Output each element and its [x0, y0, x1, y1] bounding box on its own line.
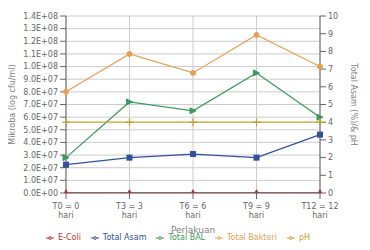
svg-text:1.3E+08: 1.3E+08: [23, 24, 58, 33]
svg-text:8: 8: [328, 47, 333, 56]
svg-text:9.0E+07: 9.0E+07: [23, 75, 58, 84]
svg-text:3: 3: [328, 136, 333, 145]
svg-text:1.0E+08: 1.0E+08: [23, 62, 58, 71]
svg-text:6.0E+07: 6.0E+07: [23, 113, 58, 122]
svg-text:1.4E+08: 1.4E+08: [23, 12, 58, 21]
svg-text:4.0E+07: 4.0E+07: [23, 138, 58, 147]
svg-text:5: 5: [328, 100, 333, 109]
svg-text:1.2E+08: 1.2E+08: [23, 37, 58, 46]
svg-text:2: 2: [328, 153, 333, 162]
svg-text:2.0E+07: 2.0E+07: [23, 164, 58, 173]
svg-text:Perlakuan: Perlakuan: [171, 225, 215, 235]
svg-text:1.1E+08: 1.1E+08: [23, 50, 58, 59]
html-text:Total Bakteri: Total Bakteri: [227, 233, 277, 242]
svg-text:6: 6: [328, 83, 333, 92]
svg-text:10: 10: [328, 12, 338, 21]
svg-text:9: 9: [328, 30, 333, 39]
html-text:Total BAL: Total BAL: [168, 233, 206, 242]
svg-text:T12 = 12hari: T12 = 12hari: [300, 202, 338, 220]
svg-text:Mikroba (log cfu/ml): Mikroba (log cfu/ml): [8, 64, 17, 144]
svg-text:T9 = 9hari: T9 = 9hari: [242, 202, 270, 220]
svg-text:1.0E+07: 1.0E+07: [23, 176, 58, 185]
svg-text:7: 7: [328, 65, 333, 74]
svg-text:8.0E+07: 8.0E+07: [23, 88, 58, 97]
svg-text:Total Asam (%)/& pH: Total Asam (%)/& pH: [349, 62, 358, 146]
html-text:Total Asam: Total Asam: [102, 233, 147, 242]
svg-text:3.0E+07: 3.0E+07: [23, 151, 58, 160]
svg-text:T3 = 3hari: T3 = 3hari: [115, 202, 143, 220]
svg-text:7.0E+07: 7.0E+07: [23, 100, 58, 109]
svg-text:0: 0: [328, 189, 333, 198]
svg-text:0.0E+00: 0.0E+00: [23, 189, 58, 198]
svg-text:4: 4: [328, 118, 333, 127]
html-text:E-Coli: E-Coli: [58, 233, 81, 242]
svg-text:5.0E+07: 5.0E+07: [23, 126, 58, 135]
svg-text:1: 1: [328, 171, 333, 180]
svg-text:T6 = 6hari: T6 = 6hari: [179, 202, 207, 220]
svg-text:T0 = 0hari: T0 = 0hari: [52, 202, 80, 220]
html-text:pH: pH: [298, 233, 310, 242]
